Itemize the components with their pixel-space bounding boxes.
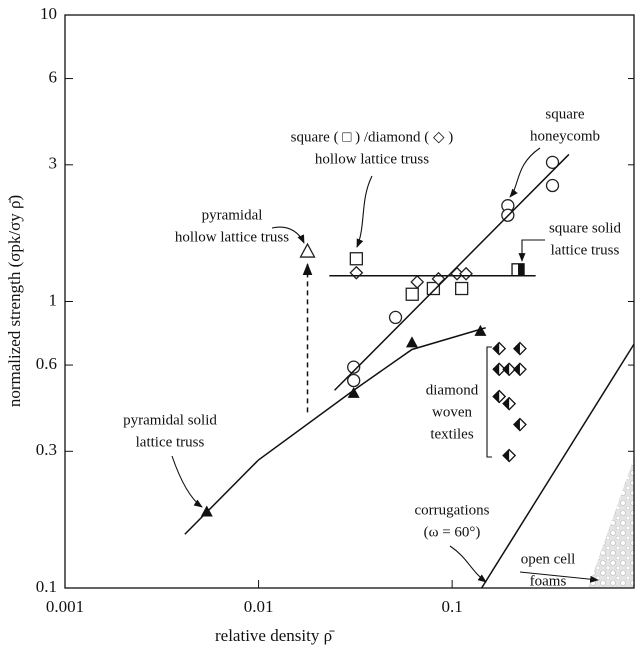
data-point (200, 505, 213, 517)
diamond (459, 266, 473, 281)
square (349, 252, 364, 266)
triangle (347, 386, 360, 398)
x-tick-label: 0.1 (442, 597, 463, 616)
half (503, 363, 510, 376)
arrow (356, 175, 373, 248)
data-point (347, 373, 361, 388)
annotation: square solid (549, 220, 622, 236)
circle (347, 373, 361, 388)
annotation: square ( □ ) /diamond ( ◇ ) (291, 129, 454, 145)
y-tick-label: 0.6 (36, 354, 57, 373)
arrow (449, 545, 487, 583)
square (405, 287, 419, 301)
arrow (519, 571, 599, 583)
data-point (474, 324, 487, 336)
annotation: lattice truss (551, 242, 620, 258)
half (503, 397, 510, 410)
half (513, 363, 520, 376)
annotation-arrows (171, 147, 599, 583)
arrow (509, 147, 541, 198)
data-point (455, 281, 469, 296)
arrow (171, 455, 203, 508)
half (493, 363, 500, 376)
y-tick-label: 3 (49, 154, 58, 173)
plot-frame (64, 14, 635, 589)
y-tick-label: 0.3 (36, 440, 57, 459)
square (426, 281, 441, 296)
data-point (459, 266, 473, 281)
data-point (502, 362, 517, 377)
fit-line (480, 343, 635, 589)
fit-line (184, 326, 486, 535)
circle (388, 310, 403, 325)
data-point (426, 281, 441, 296)
y-axis-label: normalized strength (σpk/σy ρ̄) (5, 195, 24, 407)
annotation: woven (432, 404, 472, 420)
annotation: open cell (521, 551, 576, 567)
x-axis-label: relative density ρ̄ (215, 626, 335, 645)
x-tick-label: 0.01 (244, 597, 274, 616)
arrow (271, 226, 305, 244)
data-point (513, 362, 527, 377)
annotation: foams (530, 573, 567, 589)
data-point (513, 417, 527, 432)
data-point (347, 360, 361, 374)
y-tick-label: 0.1 (36, 577, 57, 596)
data-point (545, 178, 560, 193)
circle (545, 178, 560, 193)
data-point (492, 341, 507, 356)
half (513, 342, 520, 355)
triangle (200, 505, 213, 517)
circle (545, 155, 560, 169)
data-point (347, 386, 360, 398)
data-point (349, 265, 364, 280)
data-point (492, 362, 507, 377)
annotation: honeycomb (530, 128, 600, 144)
data-point (410, 275, 425, 289)
x-tick-label: 0.001 (46, 597, 84, 616)
arrow (518, 239, 545, 262)
half (513, 418, 520, 431)
annotation: lattice truss (136, 434, 205, 450)
data-point (502, 396, 517, 411)
diamond (410, 275, 425, 289)
data-point (502, 448, 517, 463)
half (518, 263, 525, 276)
data-point (513, 341, 527, 356)
half (493, 390, 500, 403)
bracket (486, 346, 492, 458)
y-tick-label: 1 (49, 290, 58, 309)
data-point (545, 155, 560, 169)
annotation: hollow lattice truss (175, 229, 289, 245)
annotation: diamond (426, 382, 479, 398)
circle (347, 360, 361, 374)
data-point (405, 287, 419, 301)
foam-region (588, 455, 635, 588)
data-point (388, 310, 403, 325)
annotation: (ω = 60°) (424, 524, 481, 540)
triangle (299, 242, 316, 258)
annotation: hollow lattice truss (315, 151, 429, 167)
fit-line (334, 153, 570, 391)
annotation: square (545, 106, 584, 122)
annotation: pyramidal (202, 207, 263, 223)
annotation: textiles (430, 426, 473, 442)
triangle (405, 336, 418, 348)
square (455, 281, 469, 296)
data-point (511, 263, 525, 277)
triangle (474, 324, 487, 336)
y-tick-label: 10 (40, 4, 57, 23)
annotation: corrugations (415, 502, 490, 518)
data-point (349, 252, 364, 266)
data-point (299, 242, 316, 258)
data-point (405, 336, 418, 348)
diamond (349, 265, 364, 280)
half (503, 449, 510, 462)
annotation: pyramidal solid (123, 412, 217, 428)
data-point (492, 389, 507, 404)
y-tick-label: 6 (49, 67, 58, 86)
half (493, 342, 500, 355)
